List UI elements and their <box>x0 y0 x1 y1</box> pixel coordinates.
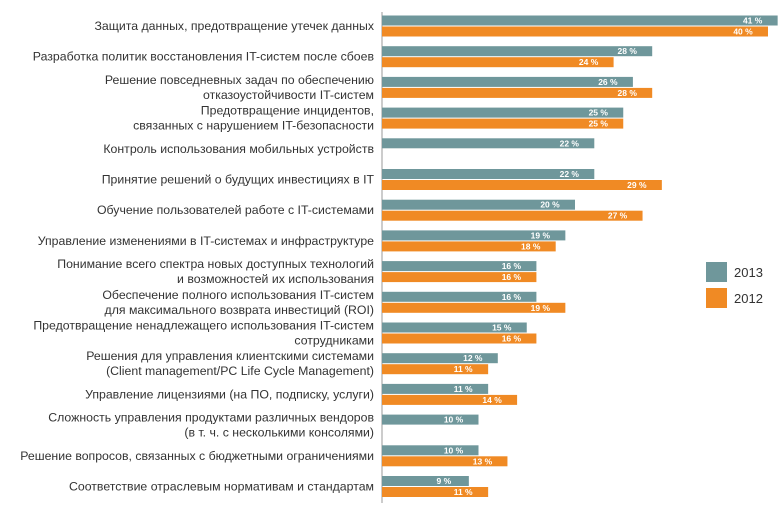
category-label: Понимание всего спектра новых доступных … <box>57 257 374 271</box>
category-label: Решения для управления клиентскими систе… <box>86 349 374 363</box>
data-label-2012-1: 24 % <box>579 57 599 67</box>
category-label: Принятие решений о будущих инвестициях в… <box>102 173 375 187</box>
bar-2013-10 <box>382 322 527 333</box>
bar-2012-1 <box>382 57 614 68</box>
bar-2013-1 <box>382 46 653 57</box>
category-label: Защита данных, предотвращение утечек дан… <box>94 19 374 33</box>
data-label-2012-0: 40 % <box>733 27 753 37</box>
bar-2012-7 <box>382 241 556 252</box>
data-label-2013-3: 25 % <box>589 108 609 118</box>
bar-2012-0 <box>382 26 768 37</box>
data-label-2013-6: 20 % <box>540 200 560 210</box>
category-label: связанных с нарушением IT-безопасности <box>133 119 374 133</box>
bar-2013-3 <box>382 107 624 118</box>
data-label-2012-9: 19 % <box>531 303 551 313</box>
data-label-2012-8: 16 % <box>502 272 522 282</box>
category-label: Решение повседневных задач по обеспечени… <box>105 73 374 87</box>
legend-swatch-2013 <box>706 262 727 282</box>
category-label: для максимального возврата инвестиций (R… <box>105 303 374 317</box>
category-label: Решение вопросов, связанных с бюджетными… <box>20 449 374 463</box>
category-label: и возможностей их использования <box>177 272 374 286</box>
data-label-2013-4: 22 % <box>560 138 580 148</box>
category-label: Предотвращение инцидентов, <box>201 104 374 118</box>
category-label: Разработка политик восстановления IT-сис… <box>33 50 374 64</box>
category-label: Обеспечение полного использования IT-сис… <box>102 288 374 302</box>
bar-2013-11 <box>382 353 498 364</box>
data-label-2013-2: 26 % <box>598 77 618 87</box>
bar-2013-14 <box>382 445 479 456</box>
data-label-2013-14: 10 % <box>444 445 464 455</box>
bar-2013-12 <box>382 383 489 394</box>
bar-2012-8 <box>382 272 537 283</box>
bar-2013-8 <box>382 261 537 272</box>
legend-label-2013: 2013 <box>734 265 763 280</box>
category-label: (в т. ч. с несколькими консолями) <box>184 426 374 440</box>
data-label-2012-12: 14 % <box>482 395 502 405</box>
data-label-2012-5: 29 % <box>627 180 647 190</box>
bar-2012-14 <box>382 456 508 467</box>
bar-2012-10 <box>382 333 537 344</box>
data-label-2013-12: 11 % <box>454 384 473 394</box>
data-label-2012-10: 16 % <box>502 334 522 344</box>
category-label: отказоустойчивости IT-систем <box>203 88 374 102</box>
bar-2013-15 <box>382 476 469 486</box>
data-label-2013-8: 16 % <box>502 261 522 271</box>
data-label-2012-3: 25 % <box>589 119 609 129</box>
legend-label-2012: 2012 <box>734 291 763 306</box>
data-label-2013-7: 19 % <box>531 230 551 240</box>
data-label-2013-10: 15 % <box>492 323 512 333</box>
data-label-2013-5: 22 % <box>560 169 580 179</box>
category-label: сотрудниками <box>294 334 374 348</box>
category-label: Предотвращение ненадлежащего использован… <box>33 319 374 333</box>
data-label-2012-11: 11 % <box>454 364 473 374</box>
bar-2013-6 <box>382 199 575 210</box>
category-label: (Client management/PC Life Cycle Managem… <box>106 364 374 378</box>
category-label: Обучение пользователей работе с IT-систе… <box>97 203 374 217</box>
bar-2012-6 <box>382 210 643 221</box>
data-label-2013-13: 10 % <box>444 415 464 425</box>
data-label-2012-7: 18 % <box>521 241 541 251</box>
data-label-2013-0: 41 % <box>743 16 763 26</box>
category-label: Сложность управления продуктами различны… <box>48 411 374 425</box>
category-label: Управление изменениями в IT-системах и и… <box>38 234 374 248</box>
bar-2012-3 <box>382 118 624 129</box>
bar-2013-7 <box>382 230 566 241</box>
bar-2013-0 <box>382 15 778 26</box>
data-label-2012-6: 27 % <box>608 211 628 221</box>
bar-2012-9 <box>382 302 566 313</box>
bar-2013-13 <box>382 414 479 425</box>
data-label-2012-2: 28 % <box>618 88 638 98</box>
category-label: Контроль использования мобильных устройс… <box>103 142 374 156</box>
bar-2013-9 <box>382 291 537 302</box>
legend-swatch-2012 <box>706 288 727 308</box>
data-label-2013-11: 12 % <box>463 353 483 363</box>
bar-2013-5 <box>382 169 595 179</box>
category-label: Управление лицензиями (на ПО, подписку, … <box>85 387 374 401</box>
bar-2012-15 <box>382 487 489 497</box>
bar-2013-4 <box>382 138 595 149</box>
category-label: Соответствие отраслевым нормативам и ста… <box>69 480 374 494</box>
bar-2012-5 <box>382 180 662 190</box>
data-label-2012-15: 11 % <box>454 487 473 497</box>
bar-2012-11 <box>382 364 489 375</box>
data-label-2013-15: 9 % <box>437 476 452 486</box>
bar-2012-2 <box>382 87 653 98</box>
data-label-2013-1: 28 % <box>618 46 638 56</box>
bar-2012-12 <box>382 394 518 405</box>
data-label-2012-14: 13 % <box>473 456 493 466</box>
data-label-2013-9: 16 % <box>502 292 522 302</box>
bar-2013-2 <box>382 76 633 87</box>
